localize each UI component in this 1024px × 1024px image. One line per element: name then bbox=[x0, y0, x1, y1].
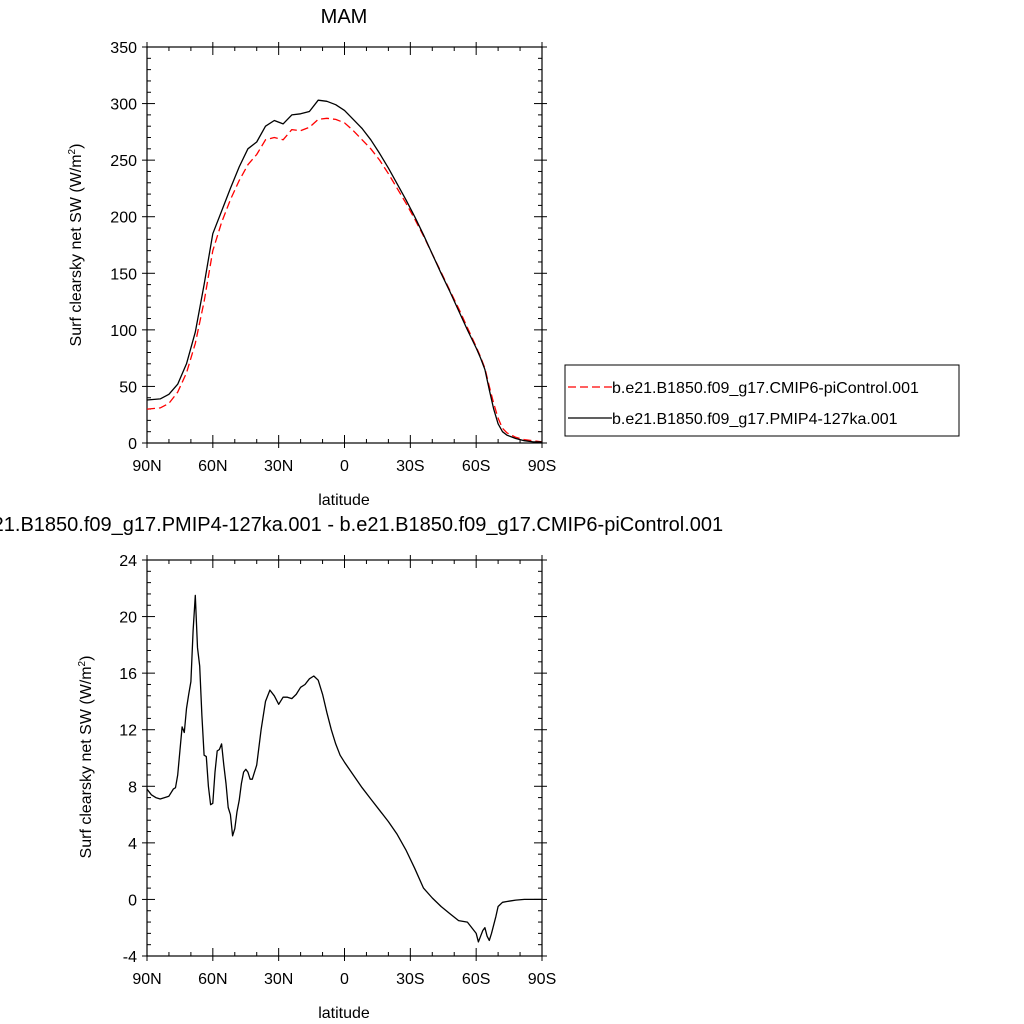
bottom-ytick-label: 20 bbox=[119, 610, 137, 627]
bottom-yaxis-label: Surf clearsky net SW (W/m2) bbox=[77, 656, 95, 859]
top-chart: MAM 90N 60N 30N 0 30S 60S 90S 0 50 100 150 200 250 30… bbox=[67, 6, 556, 509]
top-ytick-label: 50 bbox=[119, 379, 137, 396]
bottom-yaxis-label-sup: 2 bbox=[77, 660, 88, 666]
legend-label-127ka: b.e21.B1850.f09_g17.PMIP4-127ka.001 bbox=[612, 411, 898, 428]
bottom-chart: b.e21.B1850.f09_g17.PMIP4-127ka.001 - b.… bbox=[0, 514, 723, 1022]
bottom-ticks: 90N 60N 30N 0 30S 60S 90S -4 0 4 8 12 16 20 24 bbox=[119, 553, 556, 988]
top-chart-title: MAM bbox=[321, 6, 368, 28]
top-xtick-label: 90S bbox=[528, 458, 556, 475]
bottom-chart-title: b.e21.B1850.f09_g17.PMIP4-127ka.001 - b.… bbox=[0, 514, 723, 536]
bottom-xtick-label: 60S bbox=[462, 971, 490, 988]
top-xtick-label: 30N bbox=[264, 458, 293, 475]
bottom-xtick-label: 0 bbox=[340, 971, 349, 988]
bottom-xtick-label: 90N bbox=[132, 971, 161, 988]
top-ticks: 90N 60N 30N 0 30S 60S 90S 0 50 100 150 200 250 300 350 bbox=[110, 40, 556, 475]
top-xtick-label: 30S bbox=[396, 458, 424, 475]
bottom-series-line-0 bbox=[146, 594, 542, 943]
bottom-xaxis-label: latitude bbox=[318, 1005, 370, 1022]
top-xtick-label: 60N bbox=[198, 458, 227, 475]
bottom-yaxis-label-tail: ) bbox=[78, 656, 95, 661]
top-ytick-label: 150 bbox=[110, 266, 137, 283]
top-series-line-1 bbox=[146, 99, 542, 443]
top-yaxis-label: Surf clearsky net SW (W/m2) bbox=[67, 144, 85, 347]
bottom-yaxis-label-main: Surf clearsky net SW (W/m bbox=[78, 666, 95, 858]
legend-box bbox=[564, 364, 960, 437]
bottom-ytick-label: 24 bbox=[119, 553, 137, 570]
top-ytick-label: 0 bbox=[128, 436, 137, 453]
bottom-ytick-label: 0 bbox=[128, 892, 137, 909]
top-xaxis-label: latitude bbox=[318, 492, 370, 509]
top-yaxis-label-sup: 2 bbox=[67, 148, 78, 154]
top-series-line-0 bbox=[146, 117, 543, 443]
top-yaxis-label-tail: ) bbox=[68, 144, 85, 149]
bottom-plot-area: 90N 60N 30N 0 30S 60S 90S -4 0 4 8 12 16 20 24 bbox=[119, 553, 556, 988]
top-ytick-label: 100 bbox=[110, 323, 137, 340]
top-yaxis-label-main: Surf clearsky net SW (W/m bbox=[68, 154, 85, 346]
bottom-ytick-label: 8 bbox=[128, 779, 137, 796]
top-xtick-label: 0 bbox=[340, 458, 349, 475]
top-ytick-label: 250 bbox=[110, 153, 137, 170]
bottom-xtick-label: 60N bbox=[198, 971, 227, 988]
top-ytick-label: 350 bbox=[110, 40, 137, 57]
bottom-xtick-label: 30S bbox=[396, 971, 424, 988]
top-ytick-label: 300 bbox=[110, 97, 137, 114]
bottom-xtick-label: 90S bbox=[528, 971, 556, 988]
legend: b.e21.B1850.f09_g17.CMIP6-piControl.001 … bbox=[564, 364, 960, 437]
bottom-ytick-label: -4 bbox=[123, 949, 137, 966]
bottom-ytick-label: 12 bbox=[119, 723, 137, 740]
top-plot-area: 90N 60N 30N 0 30S 60S 90S 0 50 100 150 200 250 300 350 bbox=[110, 40, 556, 475]
top-xtick-label: 60S bbox=[462, 458, 490, 475]
legend-label-picontrol: b.e21.B1850.f09_g17.CMIP6-piControl.001 bbox=[612, 380, 919, 397]
top-ytick-label: 200 bbox=[110, 210, 137, 227]
top-frame bbox=[146, 46, 543, 444]
top-xtick-label: 90N bbox=[132, 458, 161, 475]
bottom-ytick-label: 16 bbox=[119, 666, 137, 683]
bottom-xtick-label: 30N bbox=[264, 971, 293, 988]
bottom-ytick-label: 4 bbox=[128, 836, 137, 853]
